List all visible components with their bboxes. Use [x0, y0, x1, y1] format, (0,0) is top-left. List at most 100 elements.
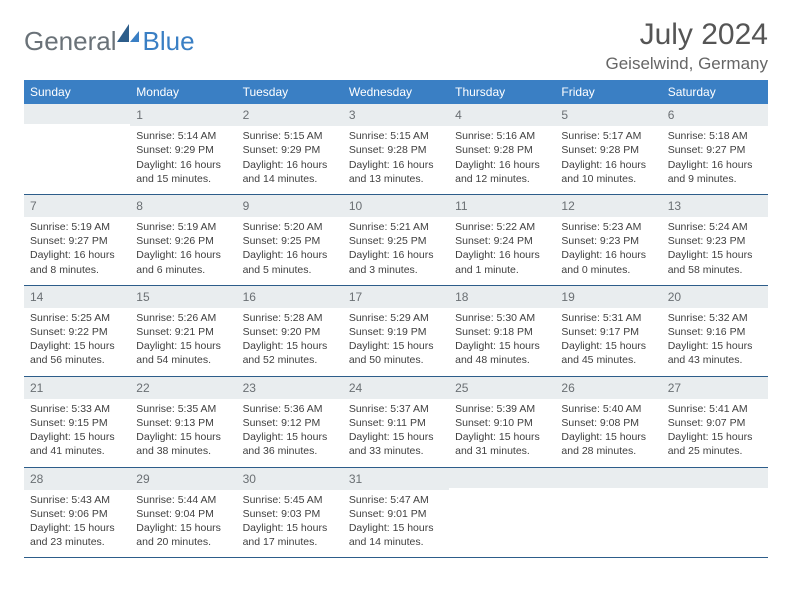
daylight-line: Daylight: 15 hours and 56 minutes. [30, 339, 124, 367]
day-number: 21 [24, 377, 130, 399]
month-title: July 2024 [605, 18, 768, 52]
day-number: 27 [662, 377, 768, 399]
day-content: Sunrise: 5:22 AMSunset: 9:24 PMDaylight:… [449, 220, 555, 277]
daylight-line: Daylight: 15 hours and 20 minutes. [136, 521, 230, 549]
day-content: Sunrise: 5:30 AMSunset: 9:18 PMDaylight:… [449, 311, 555, 368]
sunset-line: Sunset: 9:23 PM [668, 234, 762, 248]
day-number: 5 [555, 104, 661, 126]
day-content: Sunrise: 5:20 AMSunset: 9:25 PMDaylight:… [237, 220, 343, 277]
day-number: 14 [24, 286, 130, 308]
day-cell: 12Sunrise: 5:23 AMSunset: 9:23 PMDayligh… [555, 195, 661, 285]
daylight-line: Daylight: 15 hours and 33 minutes. [349, 430, 443, 458]
weekday-label: Tuesday [237, 80, 343, 104]
day-number: 31 [343, 468, 449, 490]
day-cell: 13Sunrise: 5:24 AMSunset: 9:23 PMDayligh… [662, 195, 768, 285]
day-number: 19 [555, 286, 661, 308]
daylight-line: Daylight: 15 hours and 43 minutes. [668, 339, 762, 367]
sunset-line: Sunset: 9:16 PM [668, 325, 762, 339]
weekday-label: Thursday [449, 80, 555, 104]
day-number: 20 [662, 286, 768, 308]
day-cell-empty [555, 468, 661, 558]
sunset-line: Sunset: 9:19 PM [349, 325, 443, 339]
day-number: 3 [343, 104, 449, 126]
sunrise-line: Sunrise: 5:19 AM [30, 220, 124, 234]
sunrise-line: Sunrise: 5:18 AM [668, 129, 762, 143]
day-number: 26 [555, 377, 661, 399]
daylight-line: Daylight: 16 hours and 6 minutes. [136, 248, 230, 276]
week-row: 1Sunrise: 5:14 AMSunset: 9:29 PMDaylight… [24, 104, 768, 195]
day-cell: 6Sunrise: 5:18 AMSunset: 9:27 PMDaylight… [662, 104, 768, 194]
day-cell: 27 Sunrise: 5:41 AMSunset: 9:07 PMDayligh… [662, 377, 768, 467]
daylight-line: Daylight: 16 hours and 3 minutes. [349, 248, 443, 276]
sunset-line: Sunset: 9:25 PM [349, 234, 443, 248]
day-content: Sunrise: 5:23 AMSunset: 9:23 PMDaylight:… [555, 220, 661, 277]
day-number: 17 [343, 286, 449, 308]
day-cell: 14Sunrise: 5:25 AMSunset: 9:22 PMDayligh… [24, 286, 130, 376]
day-content: Sunrise: 5:47 AMSunset: 9:01 PMDaylight:… [343, 493, 449, 550]
daylight-line: Daylight: 15 hours and 41 minutes. [30, 430, 124, 458]
day-number: 22 [130, 377, 236, 399]
sunset-line: Sunset: 9:15 PM [30, 416, 124, 430]
day-cell-empty [24, 104, 130, 194]
daylight-line: Daylight: 16 hours and 12 minutes. [455, 158, 549, 186]
sunrise-line: Sunrise: 5:43 AM [30, 493, 124, 507]
day-content: Sunrise: 5:28 AMSunset: 9:20 PMDaylight:… [237, 311, 343, 368]
sunrise-line: Sunrise: 5:37 AM [349, 402, 443, 416]
day-content: Sunrise: 5:33 AMSunset: 9:15 PMDaylight:… [24, 402, 130, 459]
sunrise-line: Sunrise: 5:36 AM [243, 402, 337, 416]
weeks-grid: 1Sunrise: 5:14 AMSunset: 9:29 PMDaylight… [24, 104, 768, 558]
day-content: Sunrise: 5:16 AMSunset: 9:28 PMDaylight:… [449, 129, 555, 186]
sunset-line: Sunset: 9:20 PM [243, 325, 337, 339]
day-number: 18 [449, 286, 555, 308]
day-number: 10 [343, 195, 449, 217]
sunrise-line: Sunrise: 5:28 AM [243, 311, 337, 325]
day-cell-empty [662, 468, 768, 558]
day-content: Sunrise: 5:24 AMSunset: 9:23 PMDaylight:… [662, 220, 768, 277]
sunset-line: Sunset: 9:01 PM [349, 507, 443, 521]
daylight-line: Daylight: 15 hours and 54 minutes. [136, 339, 230, 367]
daylight-line: Daylight: 15 hours and 52 minutes. [243, 339, 337, 367]
day-cell: 21 Sunrise: 5:33 AMSunset: 9:15 PMDayligh… [24, 377, 130, 467]
sunrise-line: Sunrise: 5:15 AM [243, 129, 337, 143]
day-cell: 1Sunrise: 5:14 AMSunset: 9:29 PMDaylight… [130, 104, 236, 194]
daylight-line: Daylight: 15 hours and 45 minutes. [561, 339, 655, 367]
daylight-line: Daylight: 16 hours and 10 minutes. [561, 158, 655, 186]
day-number: 30 [237, 468, 343, 490]
sunset-line: Sunset: 9:08 PM [561, 416, 655, 430]
day-cell: 23Sunrise: 5:36 AMSunset: 9:12 PMDayligh… [237, 377, 343, 467]
day-number: 28 [24, 468, 130, 490]
day-cell: 28Sunrise: 5:43 AMSunset: 9:06 PMDayligh… [24, 468, 130, 558]
day-cell-empty [449, 468, 555, 558]
day-number: 2 [237, 104, 343, 126]
daylight-line: Daylight: 15 hours and 31 minutes. [455, 430, 549, 458]
day-number: 29 [130, 468, 236, 490]
week-row: 28Sunrise: 5:43 AMSunset: 9:06 PMDayligh… [24, 468, 768, 559]
day-number [449, 468, 555, 488]
day-number: 16 [237, 286, 343, 308]
brand-text-blue: Blue [143, 26, 195, 57]
sunrise-line: Sunrise: 5:39 AM [455, 402, 549, 416]
daylight-line: Daylight: 15 hours and 50 minutes. [349, 339, 443, 367]
week-row: 7Sunrise: 5:19 AMSunset: 9:27 PMDaylight… [24, 195, 768, 286]
daylight-line: Daylight: 15 hours and 17 minutes. [243, 521, 337, 549]
day-content: Sunrise: 5:40 AMSunset: 9:08 PMDaylight:… [555, 402, 661, 459]
sunrise-line: Sunrise: 5:35 AM [136, 402, 230, 416]
day-number: 1 [130, 104, 236, 126]
sunrise-line: Sunrise: 5:17 AM [561, 129, 655, 143]
daylight-line: Daylight: 15 hours and 36 minutes. [243, 430, 337, 458]
sunrise-line: Sunrise: 5:24 AM [668, 220, 762, 234]
daylight-line: Daylight: 15 hours and 14 minutes. [349, 521, 443, 549]
day-content: Sunrise: 5:15 AMSunset: 9:29 PMDaylight:… [237, 129, 343, 186]
day-cell: 2 Sunrise: 5:15 AMSunset: 9:29 PMDaylight… [237, 104, 343, 194]
sunset-line: Sunset: 9:04 PM [136, 507, 230, 521]
day-number [24, 104, 130, 124]
brand-sail-icon [117, 24, 139, 42]
day-content: Sunrise: 5:45 AMSunset: 9:03 PMDaylight:… [237, 493, 343, 550]
day-content: Sunrise: 5:41 AMSunset: 9:07 PMDaylight:… [662, 402, 768, 459]
day-number [555, 468, 661, 488]
brand-logo: General Blue [24, 26, 195, 57]
day-content: Sunrise: 5:31 AMSunset: 9:17 PMDaylight:… [555, 311, 661, 368]
day-cell: 25Sunrise: 5:39 AMSunset: 9:10 PMDayligh… [449, 377, 555, 467]
day-cell: 9Sunrise: 5:20 AMSunset: 9:25 PMDaylight… [237, 195, 343, 285]
sunset-line: Sunset: 9:26 PM [136, 234, 230, 248]
